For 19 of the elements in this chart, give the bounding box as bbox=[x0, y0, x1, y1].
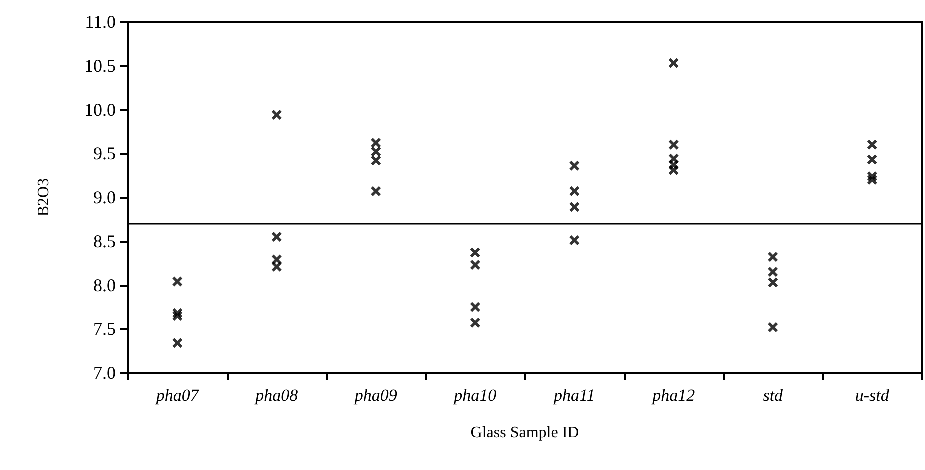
x-tick-label: pha12 bbox=[652, 386, 696, 405]
y-tick-label: 7.0 bbox=[94, 363, 116, 383]
y-axis-title: B2O3 bbox=[36, 178, 52, 217]
y-tick-label: 11.0 bbox=[85, 12, 116, 32]
y-tick-label: 7.5 bbox=[94, 319, 116, 340]
x-tick-label: u-std bbox=[855, 386, 890, 405]
x-tick-label: pha07 bbox=[155, 386, 200, 405]
y-tick-label: 9.5 bbox=[94, 144, 116, 164]
x-axis-title: Glass Sample ID bbox=[470, 424, 580, 442]
x-tick-label: pha11 bbox=[553, 386, 596, 405]
x-tick-label: std bbox=[763, 386, 784, 405]
x-tick-label: pha08 bbox=[254, 386, 299, 405]
y-tick-label: 10.5 bbox=[84, 56, 116, 76]
y-tick-label: 10.0 bbox=[84, 100, 116, 120]
y-tick-label: 8.5 bbox=[94, 231, 116, 252]
x-tick-label: pha10 bbox=[453, 386, 498, 405]
x-tick-label: pha09 bbox=[354, 386, 398, 405]
y-tick-label: 8.0 bbox=[94, 275, 116, 296]
y-tick-label: 9.0 bbox=[94, 188, 116, 208]
